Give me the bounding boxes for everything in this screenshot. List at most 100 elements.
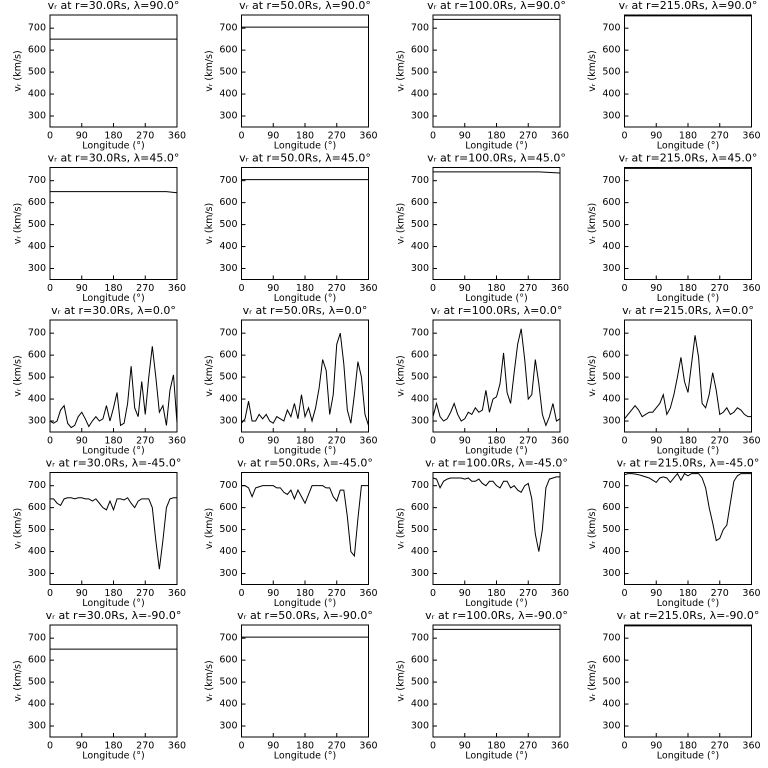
panel-title: vᵣ at r=50.0Rs, λ=45.0° — [239, 152, 371, 165]
y-tick-label: 500 — [219, 524, 237, 535]
panel: vᵣ at r=100.0Rs, λ=-90.0° 0 90 180 270 360 300… — [396, 609, 570, 762]
plot-frame — [624, 14, 752, 128]
x-tick-label: 180 — [104, 283, 122, 294]
x-tick-label: 90 — [459, 283, 471, 294]
plot-frame — [241, 167, 369, 280]
data-line — [241, 485, 369, 558]
plot-area — [50, 191, 177, 194]
y-tick-label: 400 — [28, 89, 46, 100]
plot-area — [624, 472, 752, 542]
x-axis-label: Longitude (°) — [465, 141, 527, 152]
y-tick-label: 600 — [411, 45, 429, 56]
y-tick-label: 700 — [602, 23, 620, 34]
y-tick-label: 400 — [28, 699, 46, 710]
y-tick-label: 400 — [219, 394, 237, 405]
panel-title: vᵣ at r=100.0Rs, λ=-45.0° — [425, 457, 568, 470]
plot-frame — [241, 472, 369, 585]
y-tick-label: 600 — [219, 655, 237, 666]
x-tick-label: 180 — [104, 741, 122, 752]
x-tick-label: 0 — [47, 588, 53, 599]
y-tick-label: 300 — [602, 416, 620, 427]
plot-frame — [432, 472, 561, 585]
y-tick-label: 400 — [28, 546, 46, 557]
panel-title: vᵣ at r=215.0Rs, λ=45.0° — [619, 152, 758, 165]
y-tick-label: 300 — [411, 568, 429, 579]
panel-title: vᵣ at r=215.0Rs, λ=-45.0° — [617, 457, 760, 470]
x-tick-label: 360 — [551, 283, 569, 294]
x-tick-label: 90 — [459, 588, 471, 599]
y-tick-label: 400 — [602, 699, 620, 710]
x-tick-label: 180 — [104, 436, 122, 447]
y-tick-label: 400 — [28, 241, 46, 252]
x-tick-label: 0 — [430, 588, 436, 599]
x-tick-label: 180 — [679, 131, 697, 142]
panel: vᵣ at r=100.0Rs, λ=45.0° 0 90 180 270 360 300 4… — [396, 152, 570, 305]
y-axis-label: vᵣ (km/s) — [396, 508, 407, 549]
panel-title: vᵣ at r=100.0Rs, λ=0.0° — [431, 304, 563, 317]
y-axis-label: vᵣ (km/s) — [396, 203, 407, 244]
x-axis-label: Longitude (°) — [274, 141, 336, 152]
x-tick-label: 180 — [296, 283, 314, 294]
plot-area — [50, 346, 177, 429]
x-tick-label: 180 — [679, 436, 697, 447]
y-tick-label: 700 — [219, 328, 237, 339]
plot-frame — [49, 472, 178, 585]
x-tick-label: 90 — [650, 131, 662, 142]
panel-title: vᵣ at r=30.0Rs, λ=45.0° — [48, 152, 180, 165]
y-tick-label: 300 — [219, 568, 237, 579]
y-axis-label: vᵣ (km/s) — [587, 355, 598, 396]
x-tick-label: 360 — [168, 741, 186, 752]
y-tick-label: 500 — [602, 372, 620, 383]
y-tick-label: 500 — [28, 524, 46, 535]
x-axis-label: Longitude (°) — [274, 751, 336, 762]
x-tick-label: 360 — [551, 436, 569, 447]
x-tick-label: 0 — [621, 131, 627, 142]
y-tick-label: 500 — [219, 219, 237, 230]
y-tick-label: 500 — [219, 372, 237, 383]
x-tick-label: 180 — [296, 436, 314, 447]
x-tick-label: 90 — [267, 436, 279, 447]
y-axis-label: vᵣ (km/s) — [587, 203, 598, 244]
panel: vᵣ at r=30.0Rs, λ=0.0° 0 90 180 270 360 300 400… — [13, 304, 187, 457]
x-tick-label: 270 — [711, 436, 729, 447]
panel-title: vᵣ at r=215.0Rs, λ=90.0° — [619, 0, 758, 12]
panel: vᵣ at r=50.0Rs, λ=0.0° 0 90 180 270 360 300 400… — [204, 304, 378, 457]
x-tick-label: 90 — [76, 283, 88, 294]
plot-area — [433, 328, 560, 427]
x-axis-label: Longitude (°) — [657, 446, 719, 457]
y-axis-label: vᵣ (km/s) — [204, 203, 215, 244]
y-axis-label: vᵣ (km/s) — [13, 355, 24, 396]
x-axis-label: Longitude (°) — [657, 141, 719, 152]
x-tick-label: 360 — [742, 436, 760, 447]
data-line — [50, 497, 177, 570]
y-tick-label: 300 — [219, 416, 237, 427]
y-tick-label: 400 — [219, 89, 237, 100]
x-tick-label: 360 — [359, 741, 377, 752]
y-tick-label: 700 — [602, 175, 620, 186]
x-tick-label: 0 — [238, 131, 244, 142]
y-tick-label: 700 — [28, 633, 46, 644]
plot-frame — [241, 14, 369, 128]
plot-frame — [49, 14, 178, 128]
x-axis-label: Longitude (°) — [274, 293, 336, 304]
y-tick-label: 400 — [411, 699, 429, 710]
y-tick-label: 600 — [411, 655, 429, 666]
x-tick-label: 270 — [136, 741, 154, 752]
x-tick-label: 270 — [519, 283, 537, 294]
x-tick-label: 360 — [551, 131, 569, 142]
y-tick-label: 700 — [602, 328, 620, 339]
x-tick-label: 90 — [650, 436, 662, 447]
x-tick-label: 360 — [551, 741, 569, 752]
y-tick-label: 600 — [602, 502, 620, 513]
y-tick-label: 700 — [219, 23, 237, 34]
y-tick-label: 600 — [219, 350, 237, 361]
y-tick-label: 500 — [219, 67, 237, 78]
x-tick-label: 180 — [679, 588, 697, 599]
y-tick-label: 500 — [411, 677, 429, 688]
y-tick-label: 700 — [602, 480, 620, 491]
x-tick-label: 360 — [551, 588, 569, 599]
x-tick-label: 90 — [76, 131, 88, 142]
panel: vᵣ at r=50.0Rs, λ=-45.0° 0 90 180 270 360 300 4… — [204, 457, 378, 610]
y-tick-label: 600 — [602, 350, 620, 361]
